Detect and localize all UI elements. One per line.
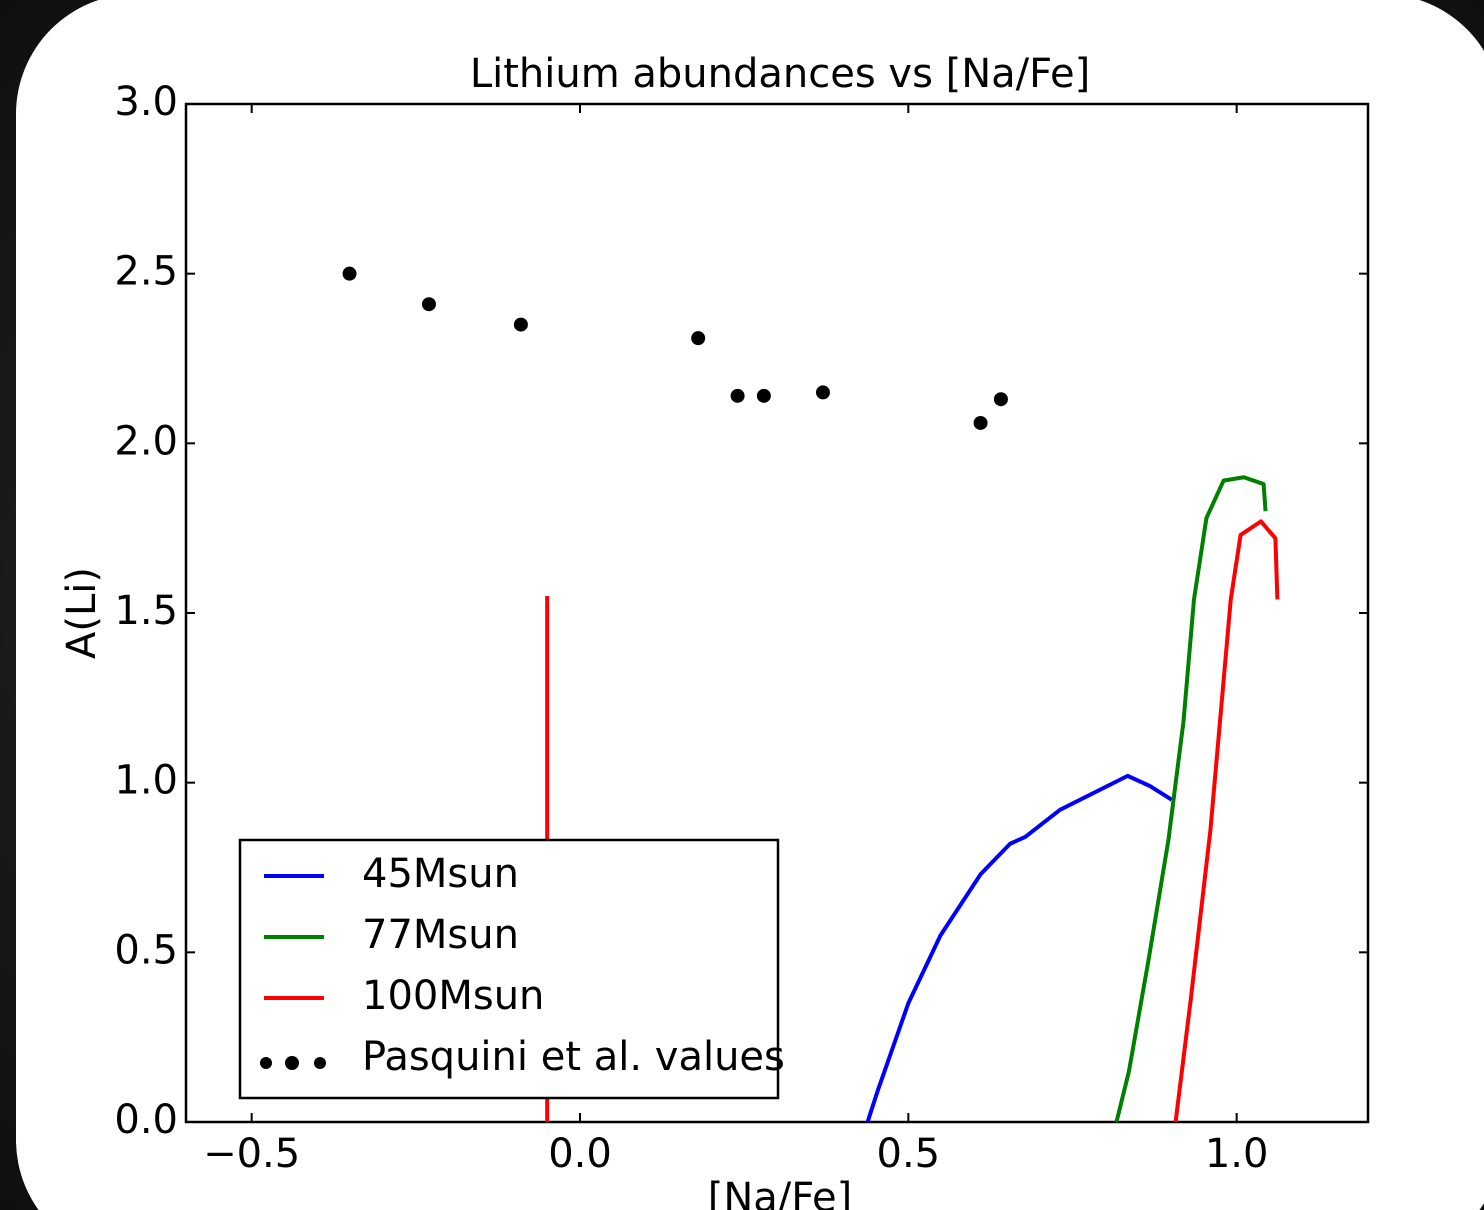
chart-title: Lithium abundances vs [Na/Fe]	[470, 51, 1090, 97]
legend-marker	[285, 1056, 299, 1070]
data-point	[513, 317, 528, 332]
x-tick-label: −0.5	[203, 1131, 300, 1177]
data-point	[815, 385, 830, 400]
data-point	[691, 331, 706, 346]
legend-marker	[314, 1057, 326, 1069]
data-point	[973, 415, 988, 430]
legend-label: 45Msun	[362, 851, 519, 897]
data-point	[342, 266, 357, 281]
x-tick-label: 1.0	[1205, 1131, 1269, 1177]
y-tick-label: 1.0	[114, 758, 178, 804]
data-point	[421, 297, 436, 312]
x-axis-label: [Na/Fe]	[708, 1175, 853, 1210]
y-tick-label: 1.5	[114, 588, 178, 634]
y-axis-label: A(Li)	[59, 567, 105, 659]
legend-marker	[260, 1057, 272, 1069]
legend-label: Pasquini et al. values	[362, 1034, 785, 1080]
y-tick-label: 3.0	[114, 79, 178, 125]
legend-label: 100Msun	[362, 973, 544, 1019]
x-tick-label: 0.0	[548, 1131, 612, 1177]
series-line	[1114, 475, 1268, 1123]
legend-label: 77Msun	[362, 912, 519, 958]
y-tick-label: 0.0	[114, 1097, 178, 1143]
data-point	[993, 392, 1008, 407]
series-line	[865, 773, 1173, 1123]
y-tick-label: 0.5	[114, 927, 178, 973]
data-point	[756, 388, 771, 403]
legend-box	[238, 838, 780, 1100]
y-tick-label: 2.5	[114, 249, 178, 295]
y-tick-label: 2.0	[114, 418, 178, 464]
data-point	[730, 388, 745, 403]
x-tick-label: 0.5	[877, 1131, 941, 1177]
